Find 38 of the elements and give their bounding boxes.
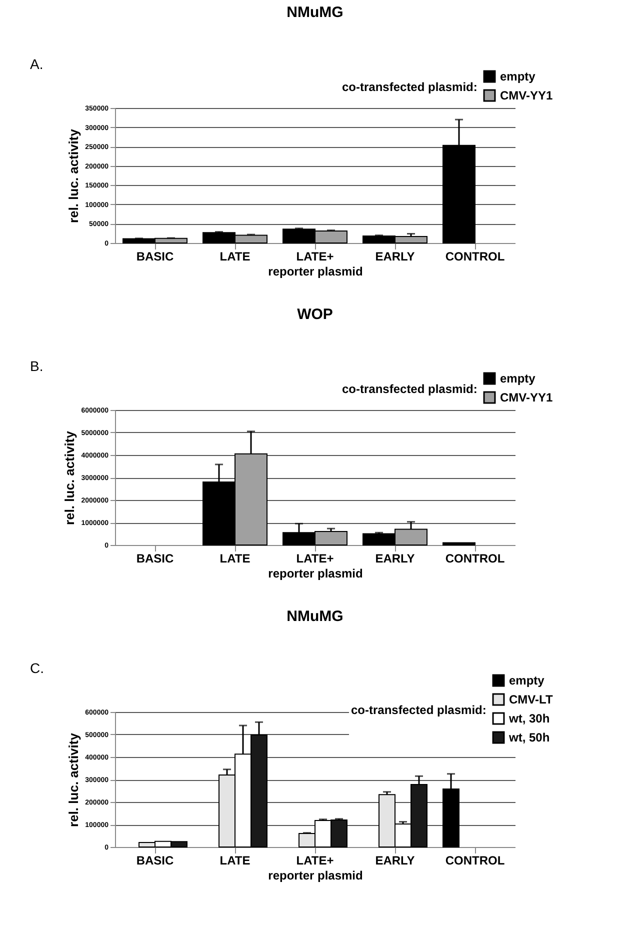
text: A. [30, 56, 44, 72]
legend-label: wt, 50h [508, 730, 550, 744]
x-tick-label: LATE [220, 250, 250, 264]
x-tick-label: LATE+ [296, 552, 334, 566]
x-tick-label: EARLY [375, 552, 415, 566]
legend-label: empty [500, 70, 536, 84]
y-axis-title: rel. luc. activity [66, 732, 82, 827]
x-tick-label: LATE+ [296, 854, 334, 868]
legend-label: CMV-YY1 [500, 88, 554, 102]
x-tick-label: BASIC [136, 250, 174, 264]
legend-label: CMV-LT [509, 692, 554, 706]
x-axis-title: reporter plasmid [268, 264, 363, 278]
legend-title: co-transfected plasmid: [342, 80, 478, 94]
legend-title: co-transfected plasmid: [351, 703, 486, 717]
x-tick-label: EARLY [375, 250, 415, 264]
legend-label: wt, 30h [508, 712, 550, 726]
y-axis-title: rel. luc. activity [66, 128, 82, 223]
legend-label: CMV-YY1 [500, 390, 554, 404]
x-tick-label: CONTROL [445, 250, 505, 264]
text: B. [30, 358, 44, 374]
x-tick-label: EARLY [375, 854, 415, 868]
y-axis-title: rel. luc. activity [62, 430, 78, 525]
text: C. [30, 660, 44, 676]
x-axis-title: reporter plasmid [268, 868, 363, 882]
chart-title: NMuMG [286, 608, 344, 625]
legend-label: empty [509, 674, 545, 688]
x-tick-label: CONTROL [445, 854, 505, 868]
legend-label: empty [500, 372, 536, 386]
x-axis-title: reporter plasmid [268, 566, 363, 580]
chart-title: WOP [297, 306, 333, 323]
legend-title: co-transfected plasmid: [342, 382, 478, 396]
x-tick-label: LATE+ [296, 250, 334, 264]
x-tick-label: BASIC [136, 854, 174, 868]
x-tick-label: BASIC [136, 552, 174, 566]
x-tick-label: LATE [220, 552, 250, 566]
chart-title: NMuMG [286, 4, 344, 21]
x-tick-label: LATE [220, 854, 250, 868]
x-tick-label: CONTROL [445, 552, 505, 566]
